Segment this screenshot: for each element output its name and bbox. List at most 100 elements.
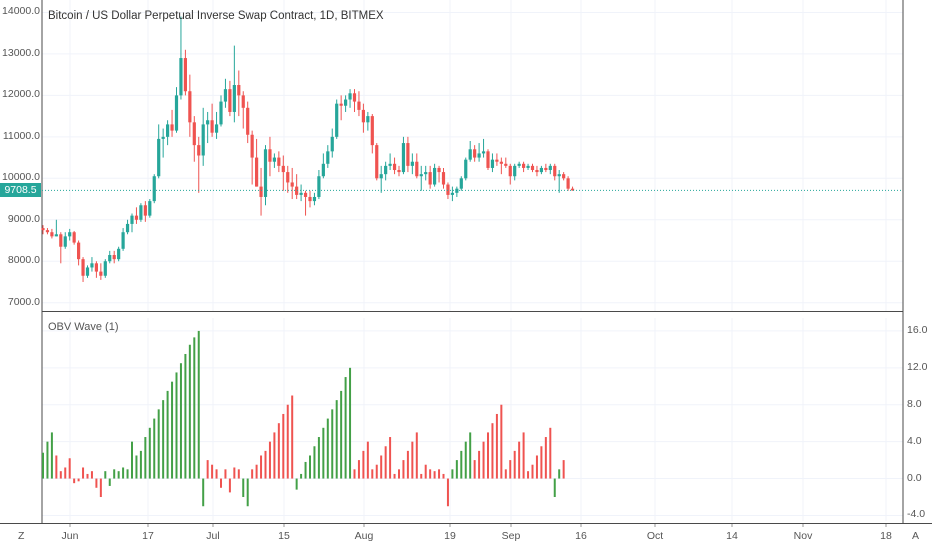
obv-bar xyxy=(380,455,383,479)
obv-bar xyxy=(224,469,227,479)
candle-body xyxy=(214,124,219,133)
obv-bar xyxy=(162,400,165,479)
candle-body xyxy=(401,143,406,173)
candle-body xyxy=(459,178,463,189)
obv-bar xyxy=(171,381,174,479)
obv-bar xyxy=(295,478,298,490)
candle-body xyxy=(197,145,201,156)
candle-body xyxy=(450,192,454,195)
obv-tick-label: -4.0 xyxy=(907,508,926,521)
obv-tick-label: 4.0 xyxy=(907,434,922,447)
obv-bar xyxy=(384,446,387,479)
candle-body xyxy=(85,267,90,276)
obv-bar xyxy=(179,363,182,479)
candle-body xyxy=(553,165,557,177)
candle-body xyxy=(223,89,228,102)
candle-body xyxy=(241,95,245,108)
obv-bar xyxy=(464,441,467,479)
candle-body xyxy=(232,85,236,112)
obv-bar xyxy=(104,471,107,479)
obv-bar xyxy=(68,458,71,479)
obv-bar xyxy=(482,441,485,479)
price-tick-label: 13000.0 xyxy=(2,46,40,59)
price-tick-label: 12000.0 xyxy=(2,88,40,101)
candle-body xyxy=(437,167,441,173)
candle-body xyxy=(366,116,370,123)
candle-body xyxy=(419,174,423,177)
candle-body xyxy=(259,186,263,197)
obv-bar xyxy=(55,455,58,479)
obv-bar xyxy=(277,423,280,479)
x-tick-label: 18 xyxy=(880,530,892,542)
obv-bar xyxy=(166,390,169,479)
obv-bar xyxy=(460,450,463,479)
candle-body xyxy=(557,174,561,177)
candle-body xyxy=(50,232,54,237)
obv-bar xyxy=(553,478,556,498)
obv-bar xyxy=(446,478,449,507)
candle-body xyxy=(339,103,343,106)
timezone-button[interactable]: Z xyxy=(18,530,25,542)
obv-bar xyxy=(206,460,209,479)
auto-scale-button[interactable]: A xyxy=(912,530,920,542)
obv-bar xyxy=(291,395,294,479)
candle-body xyxy=(90,263,94,268)
price-tick-label: 9000.0 xyxy=(7,212,40,225)
candle-body xyxy=(170,124,174,131)
obv-bar xyxy=(309,455,311,479)
obv-bar xyxy=(335,400,338,479)
obv-bar xyxy=(197,330,200,479)
obv-bar xyxy=(286,404,289,479)
obv-bar xyxy=(264,450,267,479)
obv-bar xyxy=(82,467,85,479)
price-tick-label: 7000.0 xyxy=(7,295,40,308)
candle-body xyxy=(379,174,383,179)
obv-bar xyxy=(304,461,307,479)
candle-body xyxy=(388,163,392,166)
obv-bar xyxy=(451,469,454,479)
candle-body xyxy=(330,136,334,152)
obv-bar xyxy=(228,478,231,493)
obv-bar xyxy=(86,473,89,479)
candle-body xyxy=(272,157,276,162)
candle-body xyxy=(317,176,321,197)
obv-bar xyxy=(46,441,49,479)
obv-bar xyxy=(188,344,191,479)
obv-tick-label: 16.0 xyxy=(907,323,928,336)
obv-bar xyxy=(148,427,151,479)
candle-body xyxy=(157,138,161,177)
candle-body xyxy=(344,99,348,106)
obv-bar xyxy=(366,441,369,479)
candle-body xyxy=(174,95,179,131)
candle-body xyxy=(290,182,294,187)
candle-body xyxy=(446,184,450,195)
candle-body xyxy=(530,165,535,171)
obv-bar xyxy=(300,473,303,479)
obv-bar xyxy=(513,450,516,479)
obv-y-axis[interactable]: -4.0 0.0 4.0 8.0 12.0 16.0 xyxy=(903,318,932,523)
obv-bar xyxy=(549,427,552,479)
price-y-axis[interactable]: 7000.0 8000.0 9000.0 10000.0 11000.0 12000.0 1… xyxy=(0,0,42,318)
obv-bar xyxy=(389,437,392,479)
obv-bar xyxy=(478,450,481,479)
obv-bar xyxy=(393,473,396,479)
price-chart-title: Bitcoin / US Dollar Perpetual Inverse Sw… xyxy=(48,10,384,22)
obv-bar xyxy=(504,469,507,479)
obv-bar xyxy=(153,418,156,479)
obv-bar xyxy=(411,441,414,479)
candle-body xyxy=(117,248,121,260)
candle-body xyxy=(464,159,468,179)
obv-tick-label: 8.0 xyxy=(907,397,922,410)
candle-body xyxy=(108,255,112,262)
candle-body xyxy=(59,234,63,247)
candle-body xyxy=(517,163,521,166)
candle-body xyxy=(130,215,134,224)
obv-bar xyxy=(544,437,547,479)
candle-body xyxy=(370,116,374,146)
candle-body xyxy=(166,124,170,137)
candle-body xyxy=(263,149,268,197)
obv-bar xyxy=(362,450,365,479)
obv-bar xyxy=(424,464,427,479)
candle-body xyxy=(303,192,308,197)
